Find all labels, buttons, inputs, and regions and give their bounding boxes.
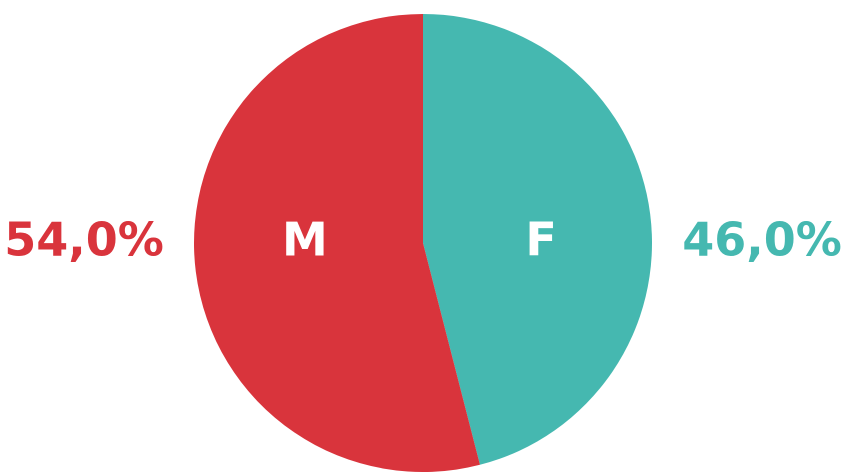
- slice-label: F: [525, 213, 556, 267]
- slice-label: M: [282, 213, 328, 267]
- value-label: 54,0%: [4, 213, 164, 267]
- value-label: 46,0%: [682, 213, 842, 267]
- pie-slice: [194, 14, 480, 472]
- pie-slice: [423, 14, 653, 465]
